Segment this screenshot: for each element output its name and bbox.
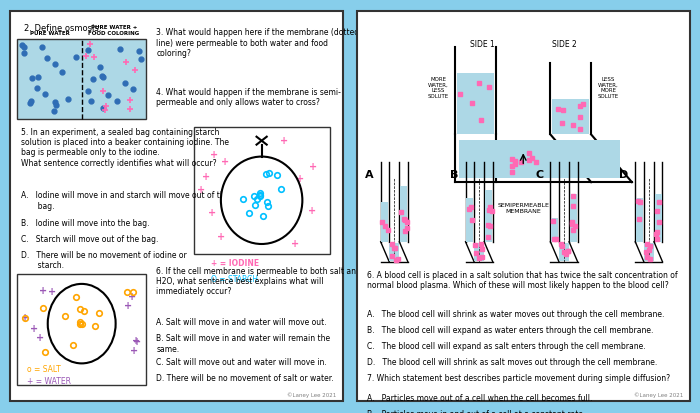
Text: +: + bbox=[217, 231, 225, 241]
Text: +: + bbox=[48, 286, 56, 296]
FancyBboxPatch shape bbox=[636, 199, 643, 242]
FancyBboxPatch shape bbox=[551, 218, 558, 242]
Text: 6. If the cell membrane is permeable to both salt and
H2O, what sentence best ex: 6. If the cell membrane is permeable to … bbox=[156, 266, 361, 296]
Text: +: + bbox=[124, 301, 132, 311]
Text: + = IODINE: + = IODINE bbox=[211, 258, 259, 267]
Text: +: + bbox=[272, 184, 280, 194]
FancyBboxPatch shape bbox=[459, 141, 620, 179]
Text: +: + bbox=[295, 183, 303, 193]
Text: +: + bbox=[202, 172, 210, 182]
Text: o = SALT: o = SALT bbox=[27, 364, 61, 373]
Text: +: + bbox=[197, 184, 205, 194]
Text: MORE
WATER,
LESS
SOLUTE: MORE WATER, LESS SOLUTE bbox=[428, 76, 449, 99]
Text: +: + bbox=[251, 193, 258, 203]
Text: B.   The blood cell will expand as water enters through the cell membrane.: B. The blood cell will expand as water e… bbox=[367, 325, 654, 335]
Text: +: + bbox=[211, 149, 218, 159]
Text: B.   Particles move in and out of a cell at a constant rate: B. Particles move in and out of a cell a… bbox=[367, 409, 583, 413]
FancyBboxPatch shape bbox=[194, 127, 330, 254]
Text: + = WATER: + = WATER bbox=[27, 376, 71, 385]
Text: B. Salt will move in and water will remain the
same.: B. Salt will move in and water will rema… bbox=[156, 333, 330, 353]
Text: 4. What would happen if the membrane is semi-
permeable and only allows water to: 4. What would happen if the membrane is … bbox=[156, 88, 342, 107]
Text: +: + bbox=[276, 174, 284, 185]
Text: SIDE 1: SIDE 1 bbox=[470, 40, 495, 49]
Text: +: + bbox=[296, 173, 304, 183]
Text: A.   The blood cell will shrink as water moves out through the cell membrane.: A. The blood cell will shrink as water m… bbox=[367, 310, 664, 318]
Text: D: D bbox=[620, 170, 629, 180]
Text: D. There will be no movement of salt or water.: D. There will be no movement of salt or … bbox=[156, 373, 334, 382]
Text: C: C bbox=[536, 170, 544, 180]
Text: A: A bbox=[365, 170, 374, 180]
Text: SEMIPERMEABLE
MEMBRANE: SEMIPERMEABLE MEMBRANE bbox=[497, 202, 550, 213]
Text: +: + bbox=[242, 166, 250, 176]
Text: D.   The blood cell will shrink as salt moves out through the cell membrane.: D. The blood cell will shrink as salt mo… bbox=[367, 357, 657, 366]
Text: C.   Starch will move out of the bag.: C. Starch will move out of the bag. bbox=[20, 234, 158, 243]
Text: +: + bbox=[290, 239, 299, 249]
Text: B.   Iodine will move into the bag.: B. Iodine will move into the bag. bbox=[20, 218, 149, 228]
Text: +: + bbox=[262, 225, 271, 235]
Text: +: + bbox=[29, 323, 38, 334]
FancyBboxPatch shape bbox=[654, 195, 661, 242]
Text: A.   Iodine will move in and starch will move out of the
       bag.: A. Iodine will move in and starch will m… bbox=[20, 191, 229, 210]
Text: 3. What would happen here if the membrane (dotted
line) were permeable to both w: 3. What would happen here if the membran… bbox=[156, 28, 360, 58]
Text: +: + bbox=[258, 216, 265, 226]
Text: LESS
WATER,
MORE
SOLUTE: LESS WATER, MORE SOLUTE bbox=[598, 76, 619, 99]
Text: +: + bbox=[39, 285, 48, 295]
Text: +: + bbox=[36, 332, 44, 343]
Text: +: + bbox=[129, 291, 137, 301]
Text: ©Laney Lee 2021: ©Laney Lee 2021 bbox=[634, 391, 682, 397]
FancyBboxPatch shape bbox=[485, 191, 492, 242]
Text: +: + bbox=[130, 345, 138, 356]
Text: 7. Which statement best describes particle movement during simple diffusion?: 7. Which statement best describes partic… bbox=[367, 373, 670, 382]
Text: A. Salt will move in and water will move out.: A. Salt will move in and water will move… bbox=[156, 318, 327, 327]
FancyBboxPatch shape bbox=[400, 187, 407, 242]
Text: +: + bbox=[309, 162, 316, 172]
FancyBboxPatch shape bbox=[559, 243, 569, 261]
Text: 2. Define osmosis:: 2. Define osmosis: bbox=[24, 24, 101, 33]
Text: +: + bbox=[307, 206, 316, 216]
Text: +: + bbox=[285, 209, 293, 219]
FancyBboxPatch shape bbox=[552, 100, 589, 135]
Text: 6. A blood cell is placed in a salt solution that has twice the salt concentrati: 6. A blood cell is placed in a salt solu… bbox=[367, 270, 678, 289]
Text: +: + bbox=[134, 336, 141, 346]
FancyBboxPatch shape bbox=[474, 243, 484, 261]
FancyBboxPatch shape bbox=[357, 12, 690, 401]
Text: +: + bbox=[207, 208, 216, 218]
FancyBboxPatch shape bbox=[382, 202, 388, 242]
Text: PURE WATER: PURE WATER bbox=[29, 31, 69, 36]
Text: +: + bbox=[280, 135, 288, 145]
Circle shape bbox=[48, 284, 116, 363]
Text: B: B bbox=[450, 170, 459, 180]
FancyBboxPatch shape bbox=[18, 274, 146, 385]
FancyBboxPatch shape bbox=[389, 243, 399, 261]
FancyBboxPatch shape bbox=[644, 243, 654, 261]
Text: O = STARCH: O = STARCH bbox=[211, 274, 258, 283]
Text: +: + bbox=[274, 158, 282, 168]
Text: PURE WATER +
FOOD COLORING: PURE WATER + FOOD COLORING bbox=[88, 25, 139, 36]
Text: C. Salt will move out and water will move in.: C. Salt will move out and water will mov… bbox=[156, 357, 327, 366]
Text: +: + bbox=[21, 312, 29, 323]
Text: D.   There will be no movement of iodine or
       starch.: D. There will be no movement of iodine o… bbox=[20, 250, 186, 269]
FancyBboxPatch shape bbox=[466, 199, 473, 242]
Text: +: + bbox=[132, 335, 140, 345]
FancyBboxPatch shape bbox=[18, 40, 146, 119]
Text: 5. In an experiment, a sealed bag containing starch
solution is placed into a be: 5. In an experiment, a sealed bag contai… bbox=[20, 127, 229, 167]
Text: SIDE 2: SIDE 2 bbox=[552, 40, 576, 49]
Ellipse shape bbox=[221, 157, 302, 244]
FancyBboxPatch shape bbox=[570, 195, 577, 242]
FancyBboxPatch shape bbox=[457, 74, 494, 135]
Text: A.   Particles move out of a cell when the cell becomes full.: A. Particles move out of a cell when the… bbox=[367, 393, 592, 402]
Text: ©Laney Lee 2021: ©Laney Lee 2021 bbox=[287, 391, 336, 397]
Text: C.   The blood cell will expand as salt enters through the cell membrane.: C. The blood cell will expand as salt en… bbox=[367, 341, 645, 350]
Text: +: + bbox=[220, 157, 229, 167]
FancyBboxPatch shape bbox=[10, 12, 343, 401]
